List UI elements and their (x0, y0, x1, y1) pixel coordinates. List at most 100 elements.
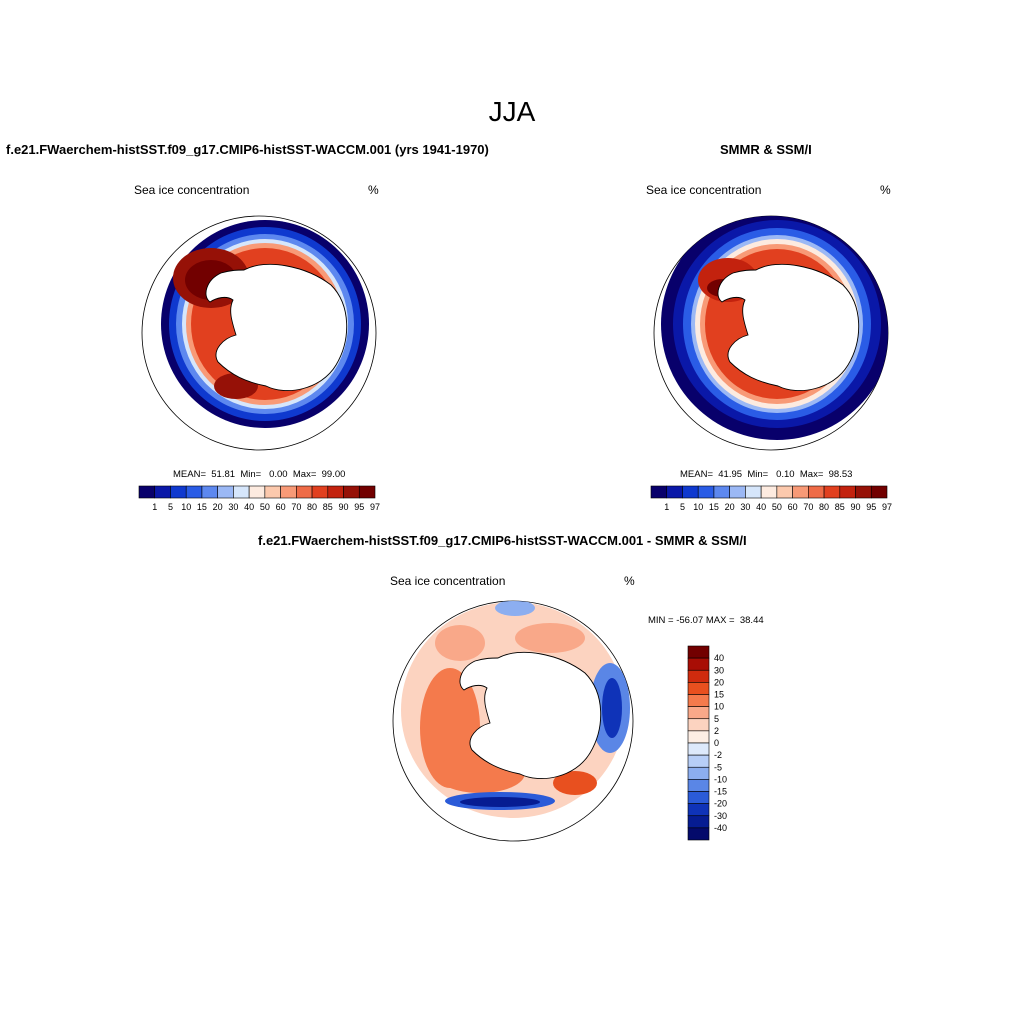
colorbar-tick-label: -20 (714, 799, 727, 809)
colorbar-swatch (650, 485, 668, 499)
panel-3-min-max: MIN = -56.07 MAX = 38.44 (648, 615, 764, 626)
colorbar-tick-label: 40 (244, 502, 254, 512)
panel-1-units: % (368, 183, 379, 197)
colorbar-tick-label: 5 (168, 502, 173, 512)
colorbar-swatch (138, 485, 156, 499)
panel-3-title: f.e21.FWaerchem-histSST.f09_g17.CMIP6-hi… (258, 533, 747, 548)
colorbar-swatch (687, 718, 710, 732)
colorbar-tick-label: 15 (709, 502, 719, 512)
colorbar-tick-label: 20 (213, 502, 223, 512)
colorbar-tick-label: 50 (772, 502, 782, 512)
panel-1-colorbar: 1 5 10 15 20 30 40 50 60 70 80 85 90 95 97 (138, 485, 380, 512)
panel-2-colorbar: 1 5 10 15 20 30 40 50 60 70 80 85 90 95 97 (650, 485, 892, 512)
panel-3-variable-label: Sea ice concentration (390, 574, 506, 588)
colorbar-tick-label: 20 (714, 677, 724, 687)
colorbar-swatch (682, 485, 699, 499)
colorbar-swatch (687, 657, 710, 671)
colorbar-tick-label: 1 (152, 502, 157, 512)
colorbar-swatch (201, 485, 218, 499)
colorbar-tick-label: 5 (680, 502, 685, 512)
colorbar-swatch (870, 485, 888, 499)
colorbar-tick-label: 10 (714, 702, 724, 712)
colorbar-swatch (687, 779, 710, 792)
colorbar-tick-label: 97 (882, 502, 892, 512)
colorbar-swatch (687, 669, 710, 683)
colorbar-tick-label: 1 (664, 502, 669, 512)
panel-2-variable-label: Sea ice concentration (646, 183, 762, 197)
colorbar-tick-label: 60 (788, 502, 798, 512)
colorbar-tick-label: 40 (714, 653, 724, 663)
colorbar-swatch (760, 485, 778, 499)
colorbar-tick-label: 10 (693, 502, 703, 512)
antarctica-outline (205, 263, 348, 392)
colorbar-swatch (233, 485, 250, 499)
colorbar-swatch (687, 766, 710, 780)
colorbar-tick-label: -2 (714, 750, 722, 760)
colorbar-swatch (687, 742, 710, 756)
colorbar-tick-label: 15 (714, 690, 724, 700)
colorbar-swatch (687, 706, 710, 720)
colorbar-swatch (687, 815, 710, 829)
panel-2-title: SMMR & SSM/I (720, 142, 812, 157)
colorbar-tick-label: 80 (307, 502, 317, 512)
colorbar-tick-label: 30 (228, 502, 238, 512)
colorbar-swatch (776, 485, 793, 499)
colorbar-tick-label: 85 (323, 502, 333, 512)
colorbar-tick-label: 15 (197, 502, 207, 512)
colorbar-swatch (687, 754, 710, 768)
panel-3-polar-map (392, 600, 634, 842)
colorbar-tick-label: 85 (835, 502, 845, 512)
colorbar-swatch (745, 485, 762, 499)
colorbar-tick-label: 10 (181, 502, 191, 512)
colorbar-tick-label: 30 (714, 665, 724, 675)
colorbar-tick-label: -30 (714, 811, 727, 821)
colorbar-tick-label: 5 (714, 714, 719, 724)
colorbar-tick-label: 20 (725, 502, 735, 512)
colorbar-tick-label: 60 (276, 502, 286, 512)
colorbar-swatch (687, 803, 710, 817)
antarctica-outline (717, 263, 860, 392)
colorbar-tick-label: -10 (714, 774, 727, 784)
colorbar-tick-label: 90 (339, 502, 349, 512)
colorbar-swatch (687, 645, 710, 659)
colorbar-swatch (687, 730, 710, 744)
colorbar-swatch (823, 485, 841, 499)
panel-1-stats: MEAN= 51.81 Min= 0.00 Max= 99.00 (173, 469, 346, 480)
panel-3-units: % (624, 574, 635, 588)
panel-1-polar-map (141, 215, 377, 451)
colorbar-swatch (687, 827, 710, 841)
colorbar-tick-label: 95 (866, 502, 876, 512)
colorbar-tick-label: -15 (714, 787, 727, 797)
colorbar-tick-label: 80 (819, 502, 829, 512)
antarctica-outline (459, 651, 602, 780)
panel-2-polar-map (653, 215, 889, 451)
colorbar-tick-label: 70 (803, 502, 813, 512)
colorbar-swatch (154, 485, 171, 499)
colorbar-swatch (729, 485, 746, 499)
colorbar-swatch (687, 694, 710, 707)
colorbar-tick-label: 30 (740, 502, 750, 512)
colorbar-swatch (185, 485, 203, 499)
colorbar-swatch (170, 485, 187, 499)
colorbar-tick-label: 50 (260, 502, 270, 512)
colorbar-swatch (311, 485, 329, 499)
colorbar-swatch (808, 485, 825, 499)
colorbar-tick-label: 0 (714, 738, 719, 748)
colorbar-swatch (792, 485, 809, 499)
colorbar-tick-label: 40 (756, 502, 766, 512)
colorbar-swatch (687, 791, 710, 804)
colorbar-swatch (855, 485, 872, 499)
main-title: JJA (488, 96, 536, 127)
colorbar-swatch (839, 485, 856, 499)
colorbar-tick-label: -5 (714, 762, 722, 772)
colorbar-swatch (264, 485, 281, 499)
colorbar-tick-label: 97 (370, 502, 380, 512)
colorbar-swatch (343, 485, 360, 499)
colorbar-swatch (217, 485, 234, 499)
colorbar-tick-label: 95 (354, 502, 364, 512)
panel-2-stats: MEAN= 41.95 Min= 0.10 Max= 98.53 (680, 469, 853, 480)
colorbar-swatch (327, 485, 344, 499)
colorbar-tick-label: 2 (714, 726, 719, 736)
colorbar-swatch (687, 682, 710, 695)
